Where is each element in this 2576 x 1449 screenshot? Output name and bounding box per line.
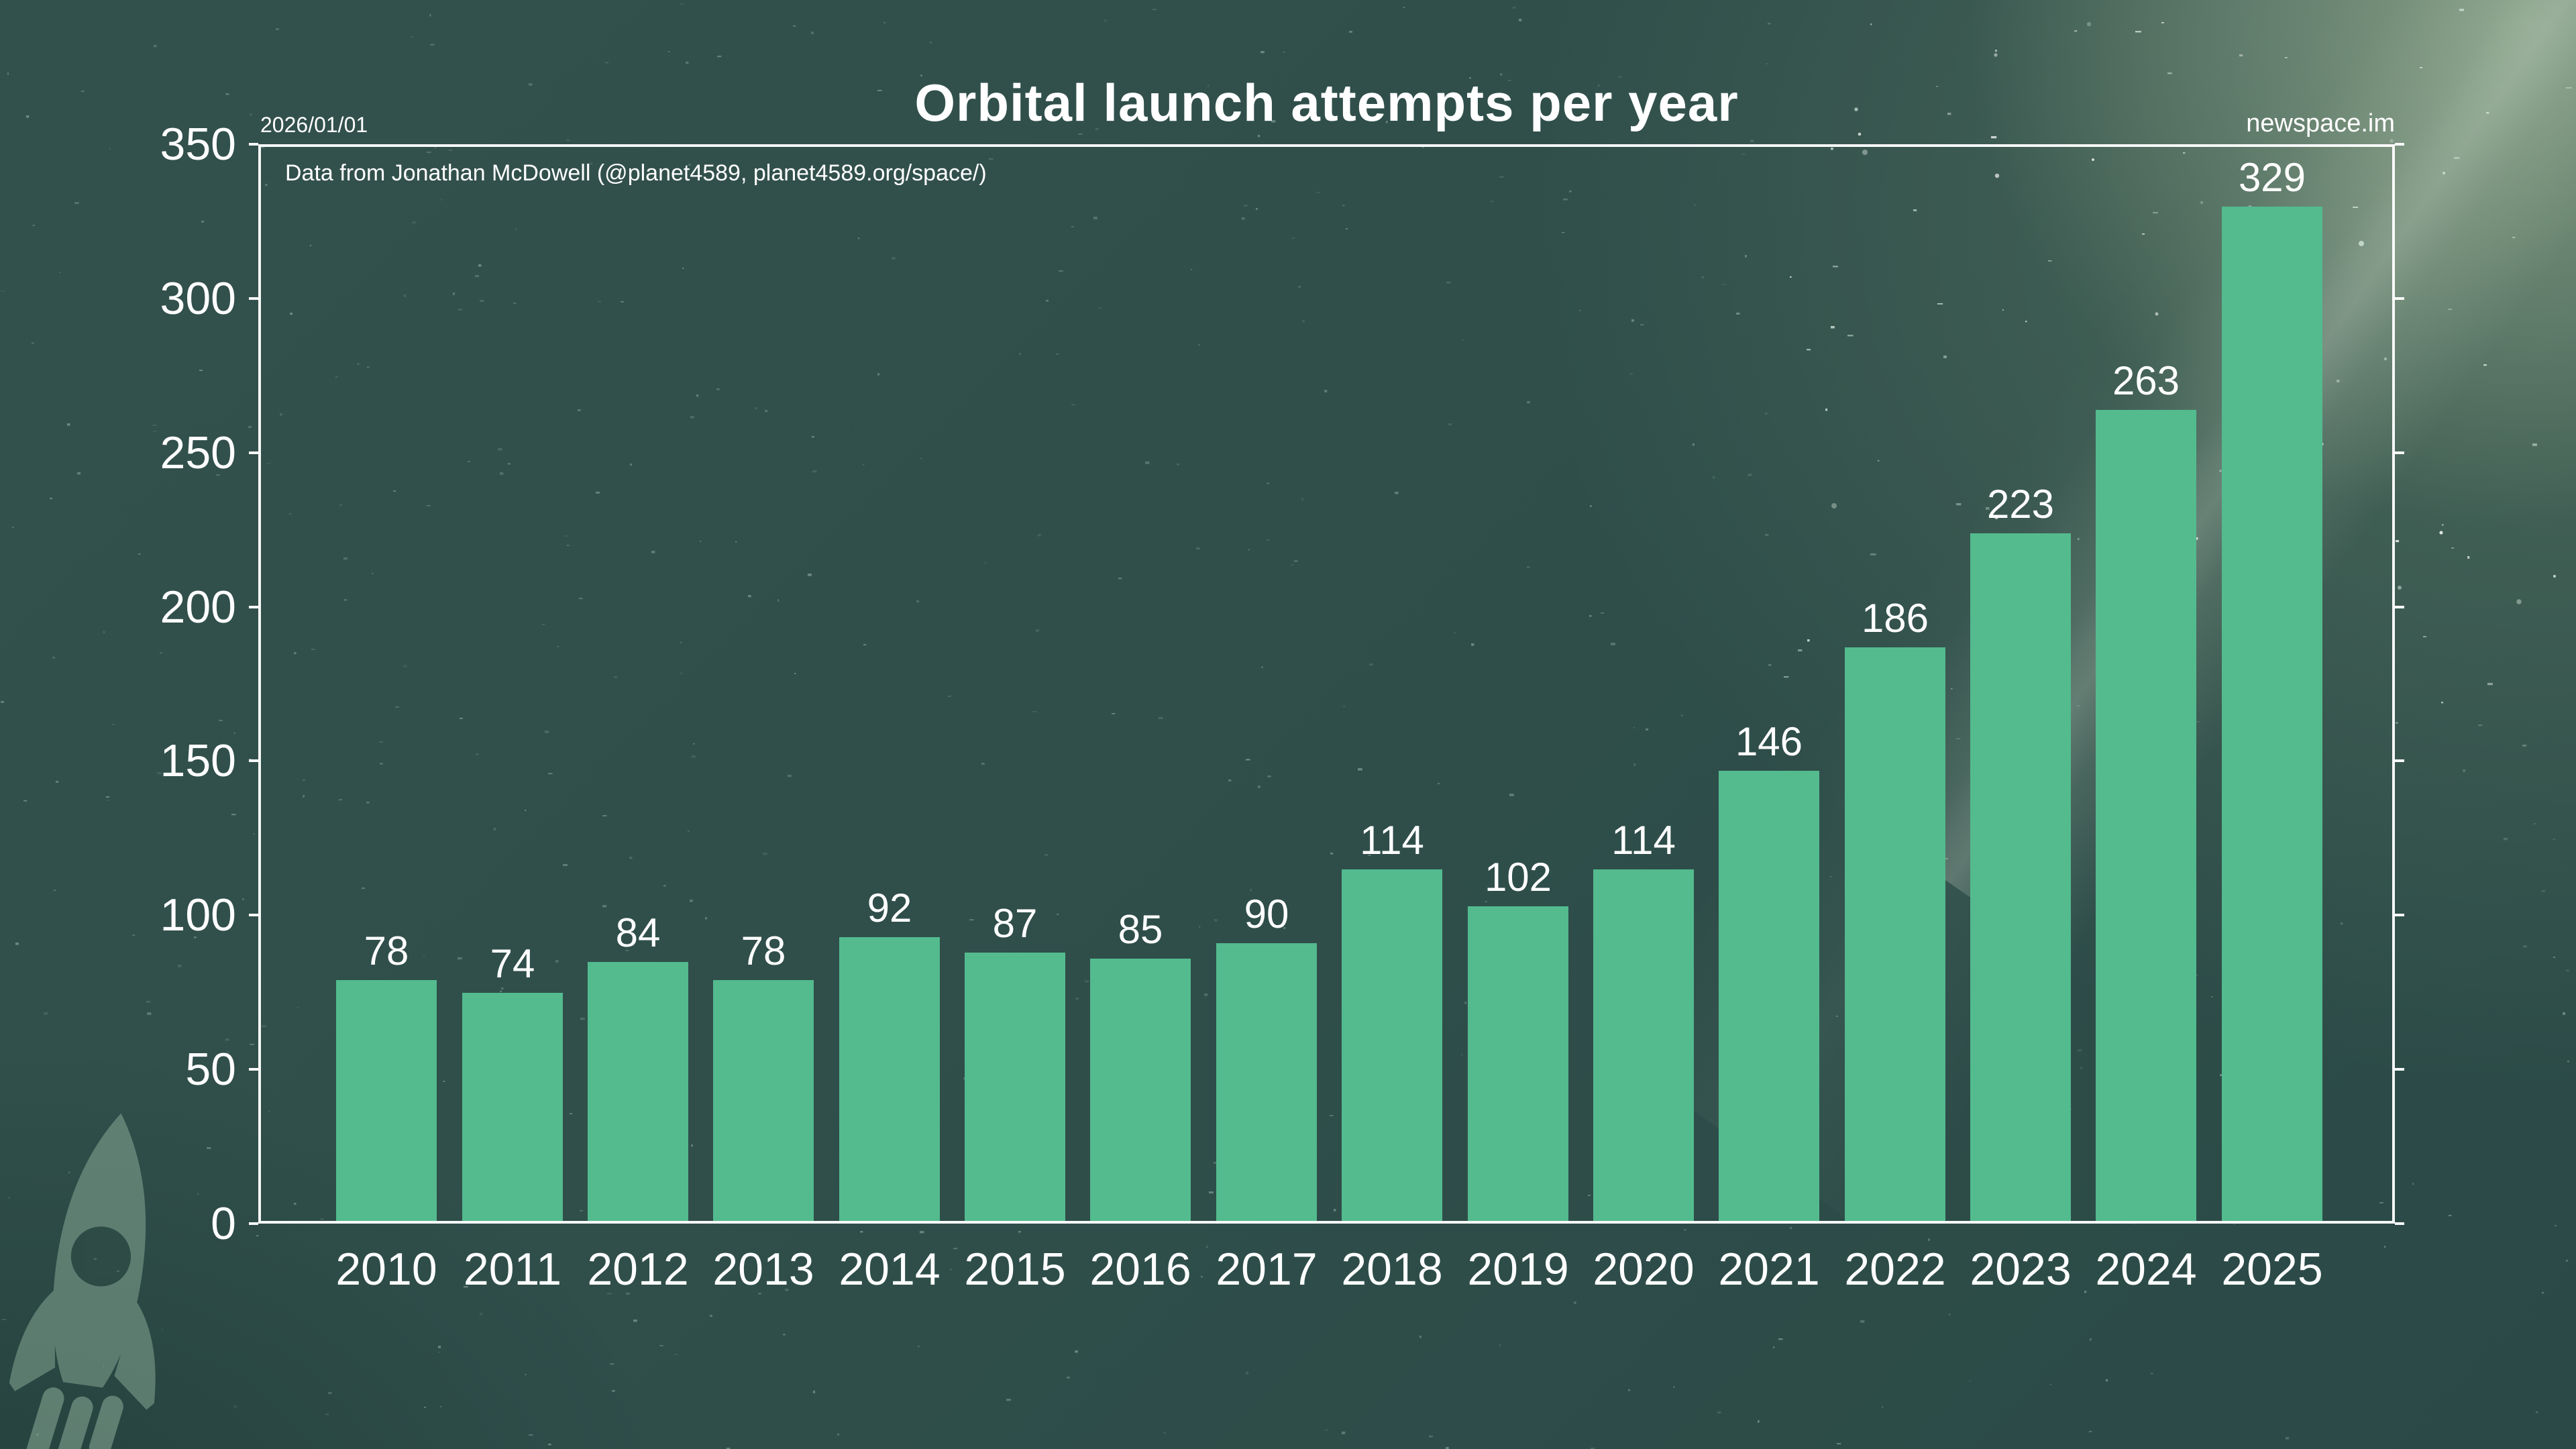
y-tick-mark	[249, 297, 258, 300]
y-tick-mark	[2395, 914, 2404, 916]
bar-value-label: 92	[867, 885, 912, 930]
bar-2018	[1342, 869, 1442, 1221]
bar-value-label: 114	[1360, 818, 1424, 863]
bar-2011	[462, 993, 563, 1221]
y-tick-mark	[249, 451, 258, 454]
y-tick-mark	[249, 1068, 258, 1071]
bar-value-label: 78	[364, 928, 409, 973]
y-tick-label: 0	[211, 1198, 236, 1249]
bar-value-label: 329	[2238, 155, 2306, 200]
bar-2024	[2096, 410, 2196, 1221]
bar-2020	[1593, 869, 1694, 1221]
bar-2022	[1845, 647, 1945, 1221]
bar-2023	[1970, 533, 2071, 1221]
x-tick-label: 2016	[1089, 1244, 1191, 1295]
x-tick-label: 2021	[1718, 1244, 1820, 1295]
y-tick-label: 200	[160, 582, 236, 633]
x-tick-label: 2010	[335, 1244, 437, 1295]
site-credit-label: newspace.im	[2246, 109, 2395, 138]
x-tick-label: 2022	[1844, 1244, 1946, 1295]
y-tick-mark	[2395, 606, 2404, 608]
x-tick-label: 2019	[1467, 1244, 1569, 1295]
bar-value-label: 263	[2112, 358, 2180, 403]
x-tick-label: 2018	[1341, 1244, 1443, 1295]
bar-value-label: 74	[490, 941, 535, 986]
rocket-icon	[9, 1113, 156, 1449]
y-tick-mark	[2395, 451, 2404, 454]
bar-2025	[2222, 207, 2322, 1221]
y-tick-label: 250	[160, 427, 236, 478]
bar-2016	[1090, 959, 1191, 1221]
x-tick-label: 2014	[839, 1244, 941, 1295]
x-tick-label: 2020	[1593, 1244, 1695, 1295]
y-tick-label: 300	[160, 273, 236, 324]
bar-value-label: 85	[1118, 907, 1163, 952]
x-tick-label: 2023	[1970, 1244, 2072, 1295]
bar-2014	[839, 937, 940, 1221]
y-tick-mark	[249, 759, 258, 762]
y-tick-mark	[249, 143, 258, 146]
date-label: 2026/01/01	[260, 113, 368, 137]
y-tick-label: 100	[160, 890, 236, 941]
bar-2012	[588, 962, 688, 1221]
bar-2017	[1216, 943, 1317, 1221]
bar-2019	[1468, 906, 1568, 1221]
x-tick-label: 2017	[1216, 1244, 1318, 1295]
x-tick-label: 2025	[2221, 1244, 2323, 1295]
bar-value-label: 90	[1244, 892, 1289, 936]
y-tick-mark	[249, 606, 258, 608]
bar-2021	[1719, 771, 1819, 1221]
y-tick-mark	[2395, 143, 2404, 146]
data-source-annotation: Data from Jonathan McDowell (@planet4589…	[285, 160, 987, 186]
x-tick-label: 2013	[712, 1244, 814, 1295]
y-tick-label: 50	[185, 1044, 236, 1095]
bar-2010	[336, 980, 437, 1221]
y-tick-mark	[2395, 297, 2404, 300]
y-tick-mark	[2395, 1222, 2404, 1225]
bar-value-label: 87	[992, 901, 1038, 946]
y-tick-mark	[249, 914, 258, 916]
bar-2015	[965, 953, 1065, 1221]
bar-value-label: 223	[1986, 482, 2055, 527]
y-tick-mark	[2395, 759, 2404, 762]
bar-value-label: 114	[1611, 818, 1676, 863]
chart-title: Orbital launch attempts per year	[914, 73, 1739, 132]
bar-2013	[713, 980, 814, 1221]
bar-value-label: 84	[615, 910, 661, 955]
bar-value-label: 78	[741, 928, 786, 973]
x-tick-label: 2015	[964, 1244, 1066, 1295]
y-tick-label: 350	[160, 119, 236, 170]
y-tick-mark	[249, 1222, 258, 1225]
x-tick-label: 2011	[463, 1244, 562, 1295]
bar-value-label: 146	[1735, 719, 1803, 764]
plot-area: Data from Jonathan McDowell (@planet4589…	[258, 144, 2395, 1295]
bar-value-label: 186	[1861, 596, 1929, 641]
x-tick-label: 2024	[2095, 1244, 2197, 1295]
y-tick-label: 150	[160, 735, 236, 786]
x-tick-label: 2012	[587, 1244, 689, 1295]
bar-value-label: 102	[1484, 855, 1552, 900]
y-tick-mark	[2395, 1068, 2404, 1071]
